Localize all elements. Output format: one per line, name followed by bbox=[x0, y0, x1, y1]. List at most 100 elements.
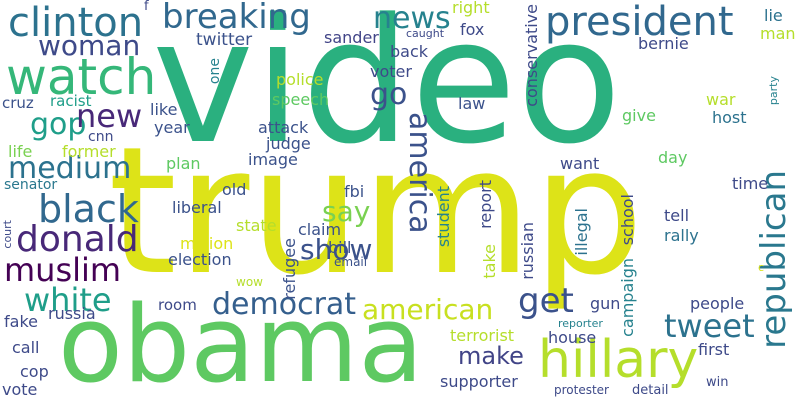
word-black: black bbox=[38, 187, 139, 231]
word-people: people bbox=[690, 294, 745, 313]
word-claim: claim bbox=[298, 220, 342, 239]
word-illegal: illegal bbox=[572, 208, 591, 256]
word-like: like bbox=[150, 100, 178, 119]
word-campaign: campaign bbox=[618, 258, 637, 337]
word-republican: republican bbox=[754, 170, 794, 349]
word-right: right bbox=[452, 0, 490, 17]
word-senator: senator bbox=[4, 177, 58, 193]
word-room: room bbox=[158, 296, 197, 314]
word-election: election bbox=[168, 250, 232, 269]
word-win: win bbox=[706, 375, 729, 390]
word-twitter: twitter bbox=[196, 30, 253, 50]
word-news: news bbox=[373, 1, 451, 36]
word-email: email bbox=[334, 255, 368, 269]
word-rally: rally bbox=[664, 226, 699, 245]
word-law: law bbox=[458, 94, 486, 113]
word-tweet: tweet bbox=[664, 307, 755, 345]
word-america: america bbox=[402, 112, 437, 234]
word-fake: fake bbox=[4, 312, 38, 331]
word-american: american bbox=[362, 293, 494, 326]
word-bill: bill bbox=[328, 238, 352, 257]
word-man: man bbox=[760, 24, 796, 43]
word-video: video bbox=[152, 0, 622, 182]
word-liberal: liberal bbox=[172, 198, 222, 217]
word-white: white bbox=[24, 281, 112, 319]
word-democrat: democrat bbox=[212, 287, 357, 322]
word-tell: tell bbox=[664, 206, 690, 225]
word-lie: lie bbox=[764, 6, 783, 25]
word-life: life bbox=[8, 142, 33, 161]
word-medium: medium bbox=[8, 151, 132, 186]
word-first: first bbox=[698, 340, 730, 359]
word-f: f bbox=[144, 0, 149, 14]
word-former: former bbox=[62, 142, 116, 161]
word-russia: russia bbox=[48, 304, 96, 323]
word-obama: obama bbox=[58, 283, 424, 400]
word-want: want bbox=[560, 154, 600, 173]
word-detail: detail bbox=[632, 383, 669, 398]
word-caught: caught bbox=[406, 27, 445, 40]
word-president: president bbox=[545, 0, 734, 45]
word-trump: trump bbox=[108, 109, 645, 314]
word-give: give bbox=[622, 106, 656, 125]
word-hillary: hillary bbox=[538, 330, 699, 390]
word-judge: judge bbox=[266, 134, 311, 153]
word-muslim: muslim bbox=[4, 251, 122, 289]
word-old: old bbox=[222, 180, 247, 199]
word-reporter: reporter bbox=[558, 317, 603, 330]
word-plan: plan bbox=[166, 154, 201, 173]
word-show: show bbox=[300, 233, 373, 266]
word-wow: wow bbox=[236, 275, 263, 289]
word-protester: protester bbox=[554, 383, 609, 397]
word-woman: woman bbox=[38, 29, 141, 62]
word-supporter: supporter bbox=[440, 372, 518, 391]
word-court: court bbox=[1, 220, 14, 249]
word-year: year bbox=[154, 118, 190, 137]
word-house: house bbox=[548, 328, 597, 347]
word-speech: speech bbox=[272, 90, 330, 109]
word-take: take bbox=[480, 244, 499, 279]
word-state: state bbox=[236, 216, 277, 235]
word-russian: russian bbox=[518, 222, 537, 280]
word-racist: racist bbox=[50, 92, 92, 110]
word-get: get bbox=[518, 281, 574, 321]
word-image: image bbox=[248, 150, 298, 169]
word-police: police bbox=[276, 70, 324, 89]
word-war: war bbox=[706, 90, 736, 109]
word-conservative: conservative bbox=[522, 4, 541, 107]
word-million: million bbox=[180, 234, 234, 253]
word-make: make bbox=[458, 342, 524, 370]
word-call: call bbox=[12, 338, 40, 357]
word-donald: donald bbox=[16, 219, 139, 260]
word-day: day bbox=[658, 148, 688, 167]
word-sander: sander bbox=[324, 28, 379, 47]
word-fbi: fbi bbox=[344, 182, 365, 201]
word-school: school bbox=[618, 194, 637, 246]
word-say: say bbox=[322, 195, 371, 228]
word-attack: attack bbox=[258, 118, 309, 137]
word-bernie: bernie bbox=[638, 34, 689, 53]
word-breaking: breaking bbox=[162, 0, 311, 37]
word-back: back bbox=[390, 42, 429, 61]
word-clinton: clinton bbox=[8, 0, 144, 46]
word-gun: gun bbox=[590, 294, 621, 313]
word-fox: fox bbox=[460, 20, 485, 39]
word-go: go bbox=[370, 77, 408, 112]
word-cruz: cruz bbox=[2, 94, 34, 112]
word-cnn: cnn bbox=[88, 129, 114, 145]
word-cop: cop bbox=[20, 362, 49, 381]
word-voter: voter bbox=[370, 62, 412, 81]
word-terrorist: terrorist bbox=[450, 326, 515, 345]
word-refugee: refugee bbox=[280, 238, 299, 300]
word-party: party bbox=[767, 76, 780, 106]
word-new: new bbox=[76, 97, 143, 135]
word-one: one bbox=[207, 58, 223, 85]
word-vote: vote bbox=[2, 380, 38, 399]
word-time: time bbox=[732, 174, 769, 193]
word-gop: gop bbox=[30, 107, 87, 142]
word-student: student bbox=[434, 186, 453, 248]
word-watch: watch bbox=[6, 48, 157, 106]
word-report: report bbox=[476, 180, 495, 229]
word-c: c bbox=[758, 261, 765, 274]
